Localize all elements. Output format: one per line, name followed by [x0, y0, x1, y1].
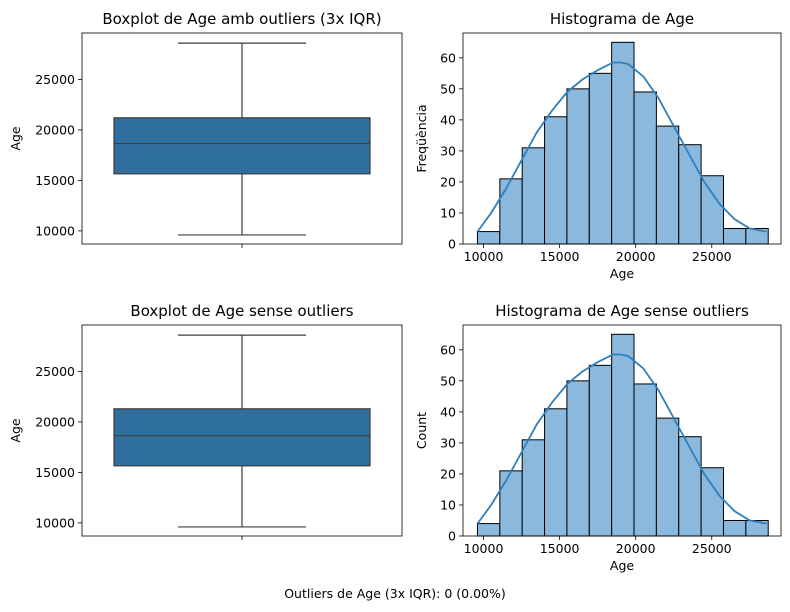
x-tick-label: 10000	[464, 249, 504, 264]
hist-bar	[633, 383, 657, 537]
hist-bar	[722, 519, 747, 537]
y-axis-label: Count	[414, 412, 429, 449]
kde-line	[476, 353, 767, 525]
hist-bar	[499, 470, 523, 537]
x-axis-label: Age	[610, 266, 634, 281]
chart-panel-1: 10000 15000 20000 25000 Boxplot de Age amb o…	[8, 10, 403, 248]
x-tick-label: 20000	[616, 541, 656, 556]
y-tick-label: 10000	[35, 223, 75, 238]
hist-bar	[566, 380, 590, 537]
y-tick-label: 60	[440, 342, 456, 357]
hist-bar	[521, 147, 546, 245]
footer-note: Outliers de Age (3x IQR): 0 (0.00%)	[284, 586, 506, 601]
y-tick-label: 25000	[35, 72, 75, 87]
hist-bar	[499, 178, 523, 245]
y-tick-label: 20	[440, 174, 456, 189]
hist-bar	[678, 144, 702, 245]
hist-bar	[588, 72, 613, 245]
y-tick-label: 0	[448, 237, 456, 252]
hist-bar	[588, 364, 613, 537]
y-tick-label: 50	[440, 373, 456, 388]
chart-title: Histograma de Age sense outliers	[495, 302, 749, 320]
x-tick-label: 15000	[540, 541, 580, 556]
y-tick-label: 40	[440, 112, 456, 127]
hist-bar	[544, 408, 568, 537]
plot-frame	[462, 324, 782, 537]
y-tick-label: 15000	[35, 173, 75, 188]
chart-panel-3: 10000 15000 20000 25000 Boxplot de Age sense…	[8, 302, 403, 540]
y-tick-label: 10	[440, 497, 456, 512]
box-iqr	[113, 408, 371, 467]
y-tick-label: 20000	[35, 122, 75, 137]
y-axis-label: Age	[8, 418, 23, 442]
x-tick-label: 25000	[692, 249, 732, 264]
y-tick-label: 40	[440, 404, 456, 419]
y-tick-label: 50	[440, 81, 456, 96]
plot-frame	[81, 32, 403, 245]
y-tick-label: 10000	[35, 515, 75, 530]
y-tick-label: 0	[448, 529, 456, 544]
chart-panel-2: 10000 15000 20000 25000 Age 0 10 20 30 40 50 60 Hist…	[414, 10, 782, 281]
hist-bar	[700, 467, 724, 537]
kde-line	[476, 61, 767, 233]
hist-bar	[678, 436, 702, 537]
chart-title: Histograma de Age	[550, 10, 694, 28]
x-tick-label: 10000	[464, 541, 504, 556]
hist-bar	[476, 523, 501, 537]
y-tick-label: 10	[440, 205, 456, 220]
y-tick-label: 20000	[35, 414, 75, 429]
y-axis-label: Freqüència	[414, 104, 429, 172]
hist-bar	[722, 227, 747, 245]
hist-bar	[521, 439, 546, 537]
hist-bar	[544, 116, 568, 245]
y-axis-label: Age	[8, 126, 23, 150]
hist-bar	[611, 41, 635, 245]
chart-title: Boxplot de Age sense outliers	[130, 302, 353, 320]
hist-bar	[611, 333, 635, 537]
hist-bar	[566, 88, 590, 245]
y-tick-label: 30	[440, 435, 456, 450]
y-tick-label: 15000	[35, 465, 75, 480]
y-tick-label: 60	[440, 50, 456, 65]
hist-bar	[633, 91, 657, 245]
y-tick-label: 30	[440, 143, 456, 158]
hist-bar	[655, 125, 680, 245]
hist-bar	[476, 231, 501, 245]
hist-bar	[655, 417, 680, 537]
plot-frame	[462, 32, 782, 245]
y-tick-label: 20	[440, 466, 456, 481]
x-axis-label: Age	[610, 558, 634, 573]
chart-panel-4: 10000 15000 20000 25000 Age 0 10 20 30 40 50 60 Hist…	[414, 302, 782, 573]
x-tick-label: 25000	[692, 541, 732, 556]
hist-bar	[700, 175, 724, 245]
y-tick-label: 25000	[35, 364, 75, 379]
x-tick-label: 20000	[616, 249, 656, 264]
x-tick-label: 15000	[540, 249, 580, 264]
plot-frame	[81, 324, 403, 537]
box-iqr	[113, 117, 371, 175]
chart-title: Boxplot de Age amb outliers (3x IQR)	[102, 10, 381, 28]
